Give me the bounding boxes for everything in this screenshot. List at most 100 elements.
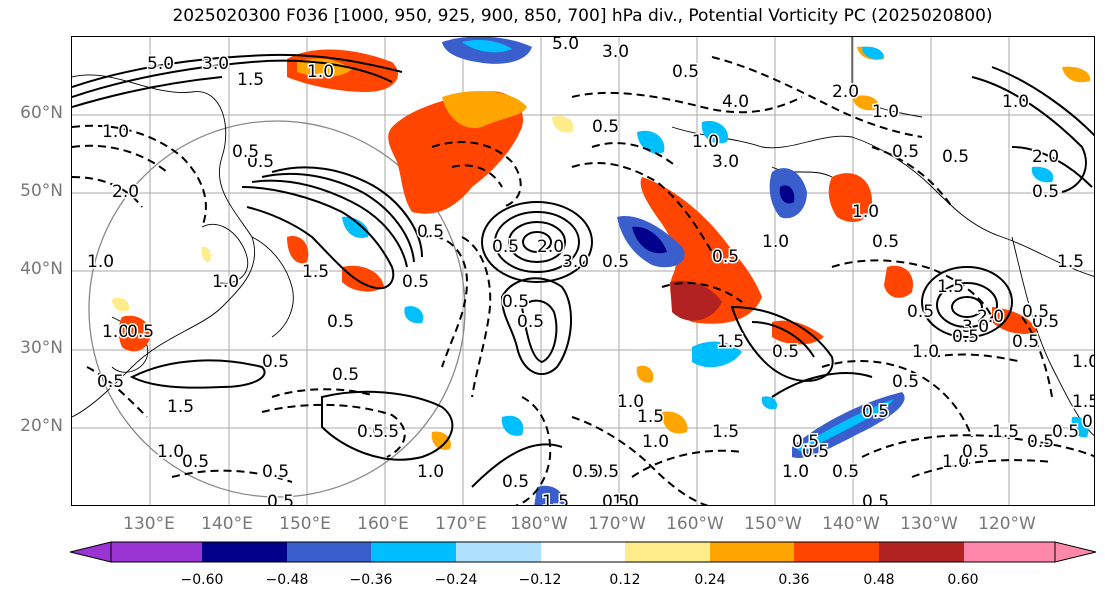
longitude-label: 130°W: [900, 514, 958, 534]
contour-label: 0.5: [127, 322, 154, 342]
colorbar-tick-label: 0.60: [947, 572, 979, 588]
longitude-label: 150°E: [279, 514, 331, 534]
contour-label: 2.0: [977, 307, 1004, 327]
contour-label: 1.5: [637, 407, 664, 427]
contour-label: 1.0: [872, 102, 899, 122]
colorbar-tick-label: 0.24: [694, 572, 726, 588]
contour-label: 0.5: [267, 492, 294, 506]
contour-label: 0.5: [1032, 312, 1059, 332]
map-panel: 5.0 3.0 1.5 0.5 1.0 2.0 1.0 0.5 1.5 1.0 0.5 1.5 0.5 0…: [71, 36, 1095, 506]
latitude-label: 50°N: [20, 181, 63, 201]
colorbar-tick-label: −0.36: [349, 572, 393, 588]
contour-label: 1.5: [542, 492, 569, 506]
longitude-label: 170°W: [588, 514, 646, 534]
contour-label: 0.5: [572, 462, 599, 482]
colorbar-tick-label: −0.60: [180, 572, 224, 588]
colorbar-segment: [371, 542, 456, 562]
longitude-label: 160°E: [357, 514, 409, 534]
longitude-label: 130°E: [123, 514, 175, 534]
colorbar-tick-label: −0.48: [265, 572, 309, 588]
contour-label: 0.5: [1027, 432, 1054, 452]
divergence-shading: [112, 37, 1091, 505]
solid-contours: [72, 53, 1094, 488]
contour-label: 2.0: [1032, 147, 1059, 167]
contour-label: 0.5: [492, 237, 519, 257]
contour-label: 5.0: [552, 37, 579, 54]
longitude-label: 120°W: [978, 514, 1036, 534]
contour-label: 1.0: [102, 322, 129, 342]
contour-label: 0.5: [232, 142, 259, 162]
contour-label: 0.5: [247, 152, 274, 172]
colorbar-segments: [111, 542, 1055, 562]
colorbar-segment: [625, 542, 710, 562]
contour-label: 1.0: [912, 342, 939, 362]
contour-label: 0.5: [672, 62, 699, 82]
colorbar-left-arrow: [69, 541, 112, 563]
contour-label: 0.5: [862, 492, 889, 506]
contour-label: 1.5: [237, 70, 264, 90]
colorbar-segment: [964, 542, 1055, 562]
contour-label: 1.0: [1072, 352, 1095, 372]
contour-label: 1.0: [102, 122, 129, 142]
contour-label: 2.0: [112, 182, 139, 202]
contour-label: 0.5: [712, 247, 739, 267]
contour-label: 0.5: [832, 462, 859, 482]
contour-label: 0.5: [792, 432, 819, 452]
colorbar-right-arrow: [1054, 541, 1097, 563]
longitude-label: 180°W: [510, 514, 568, 534]
contour-label: 1.0: [762, 232, 789, 252]
coastlines: [72, 37, 1094, 436]
contour-label: 0.5: [402, 272, 429, 292]
longitude-label: 150°W: [744, 514, 802, 534]
contour-label: 0.5: [372, 422, 399, 442]
contour-label: 1.0: [612, 492, 639, 506]
contour-label: 0.5: [1022, 302, 1049, 322]
contour-label: 1.0: [617, 392, 644, 412]
colorbar-segment: [879, 542, 964, 562]
contour-label: 0.5: [1082, 412, 1095, 432]
colorbar-tick-label: −0.12: [518, 572, 562, 588]
contour-label: 3.0: [962, 317, 989, 337]
contour-label: 1.5: [302, 262, 329, 282]
latitude-label: 30°N: [20, 338, 63, 358]
contour-label: 0.5: [1052, 422, 1079, 442]
contour-label: 0.5: [592, 117, 619, 137]
contour-label: 1.5: [1057, 252, 1084, 272]
colorbar-tick-label: 0.36: [778, 572, 810, 588]
contour-label: 0.5: [502, 292, 529, 312]
colorbar: [69, 541, 1097, 563]
contour-label: 0.5: [1032, 182, 1059, 202]
contour-label: 2.0: [537, 237, 564, 257]
contour-label: 0.5: [517, 312, 544, 332]
contour-label: 1.0: [692, 132, 719, 152]
colorbar-tick-label: 0.12: [609, 572, 641, 588]
contour-label: 0.5: [417, 222, 444, 242]
contour-label: 1.5: [712, 422, 739, 442]
contour-label: 0.5: [332, 365, 359, 385]
contour-label: 5.0: [147, 54, 174, 74]
contour-label: 0.5: [502, 472, 529, 492]
contour-label: 1.0: [942, 452, 969, 472]
contour-label: 0.5: [892, 372, 919, 392]
contour-label: 0.5: [602, 252, 629, 272]
colorbar-segment: [456, 542, 541, 562]
contour-label: 0.5: [592, 462, 619, 482]
colorbar-segment: [287, 542, 371, 562]
longitude-label: 140°W: [822, 514, 880, 534]
colorbar-segment: [202, 542, 287, 562]
contour-label: 0.5: [952, 327, 979, 347]
contour-label: 0.5: [772, 342, 799, 362]
contour-label: 0.5: [262, 352, 289, 372]
contour-label: 1.5: [937, 277, 964, 297]
contour-label: 0.5: [872, 232, 899, 252]
contour-label: 0.5: [602, 492, 629, 506]
contour-label: 1.0: [1002, 92, 1029, 112]
contour-label: 0.5: [327, 312, 354, 332]
contour-label: 0.5: [942, 147, 969, 167]
latitude-label: 60°N: [20, 103, 63, 123]
contour-label: 0.5: [907, 302, 934, 322]
longitude-label: 140°E: [201, 514, 253, 534]
contour-label: 3.0: [202, 54, 229, 74]
contour-label: 1.0: [417, 462, 444, 482]
contour-label: 0.5: [357, 422, 384, 442]
